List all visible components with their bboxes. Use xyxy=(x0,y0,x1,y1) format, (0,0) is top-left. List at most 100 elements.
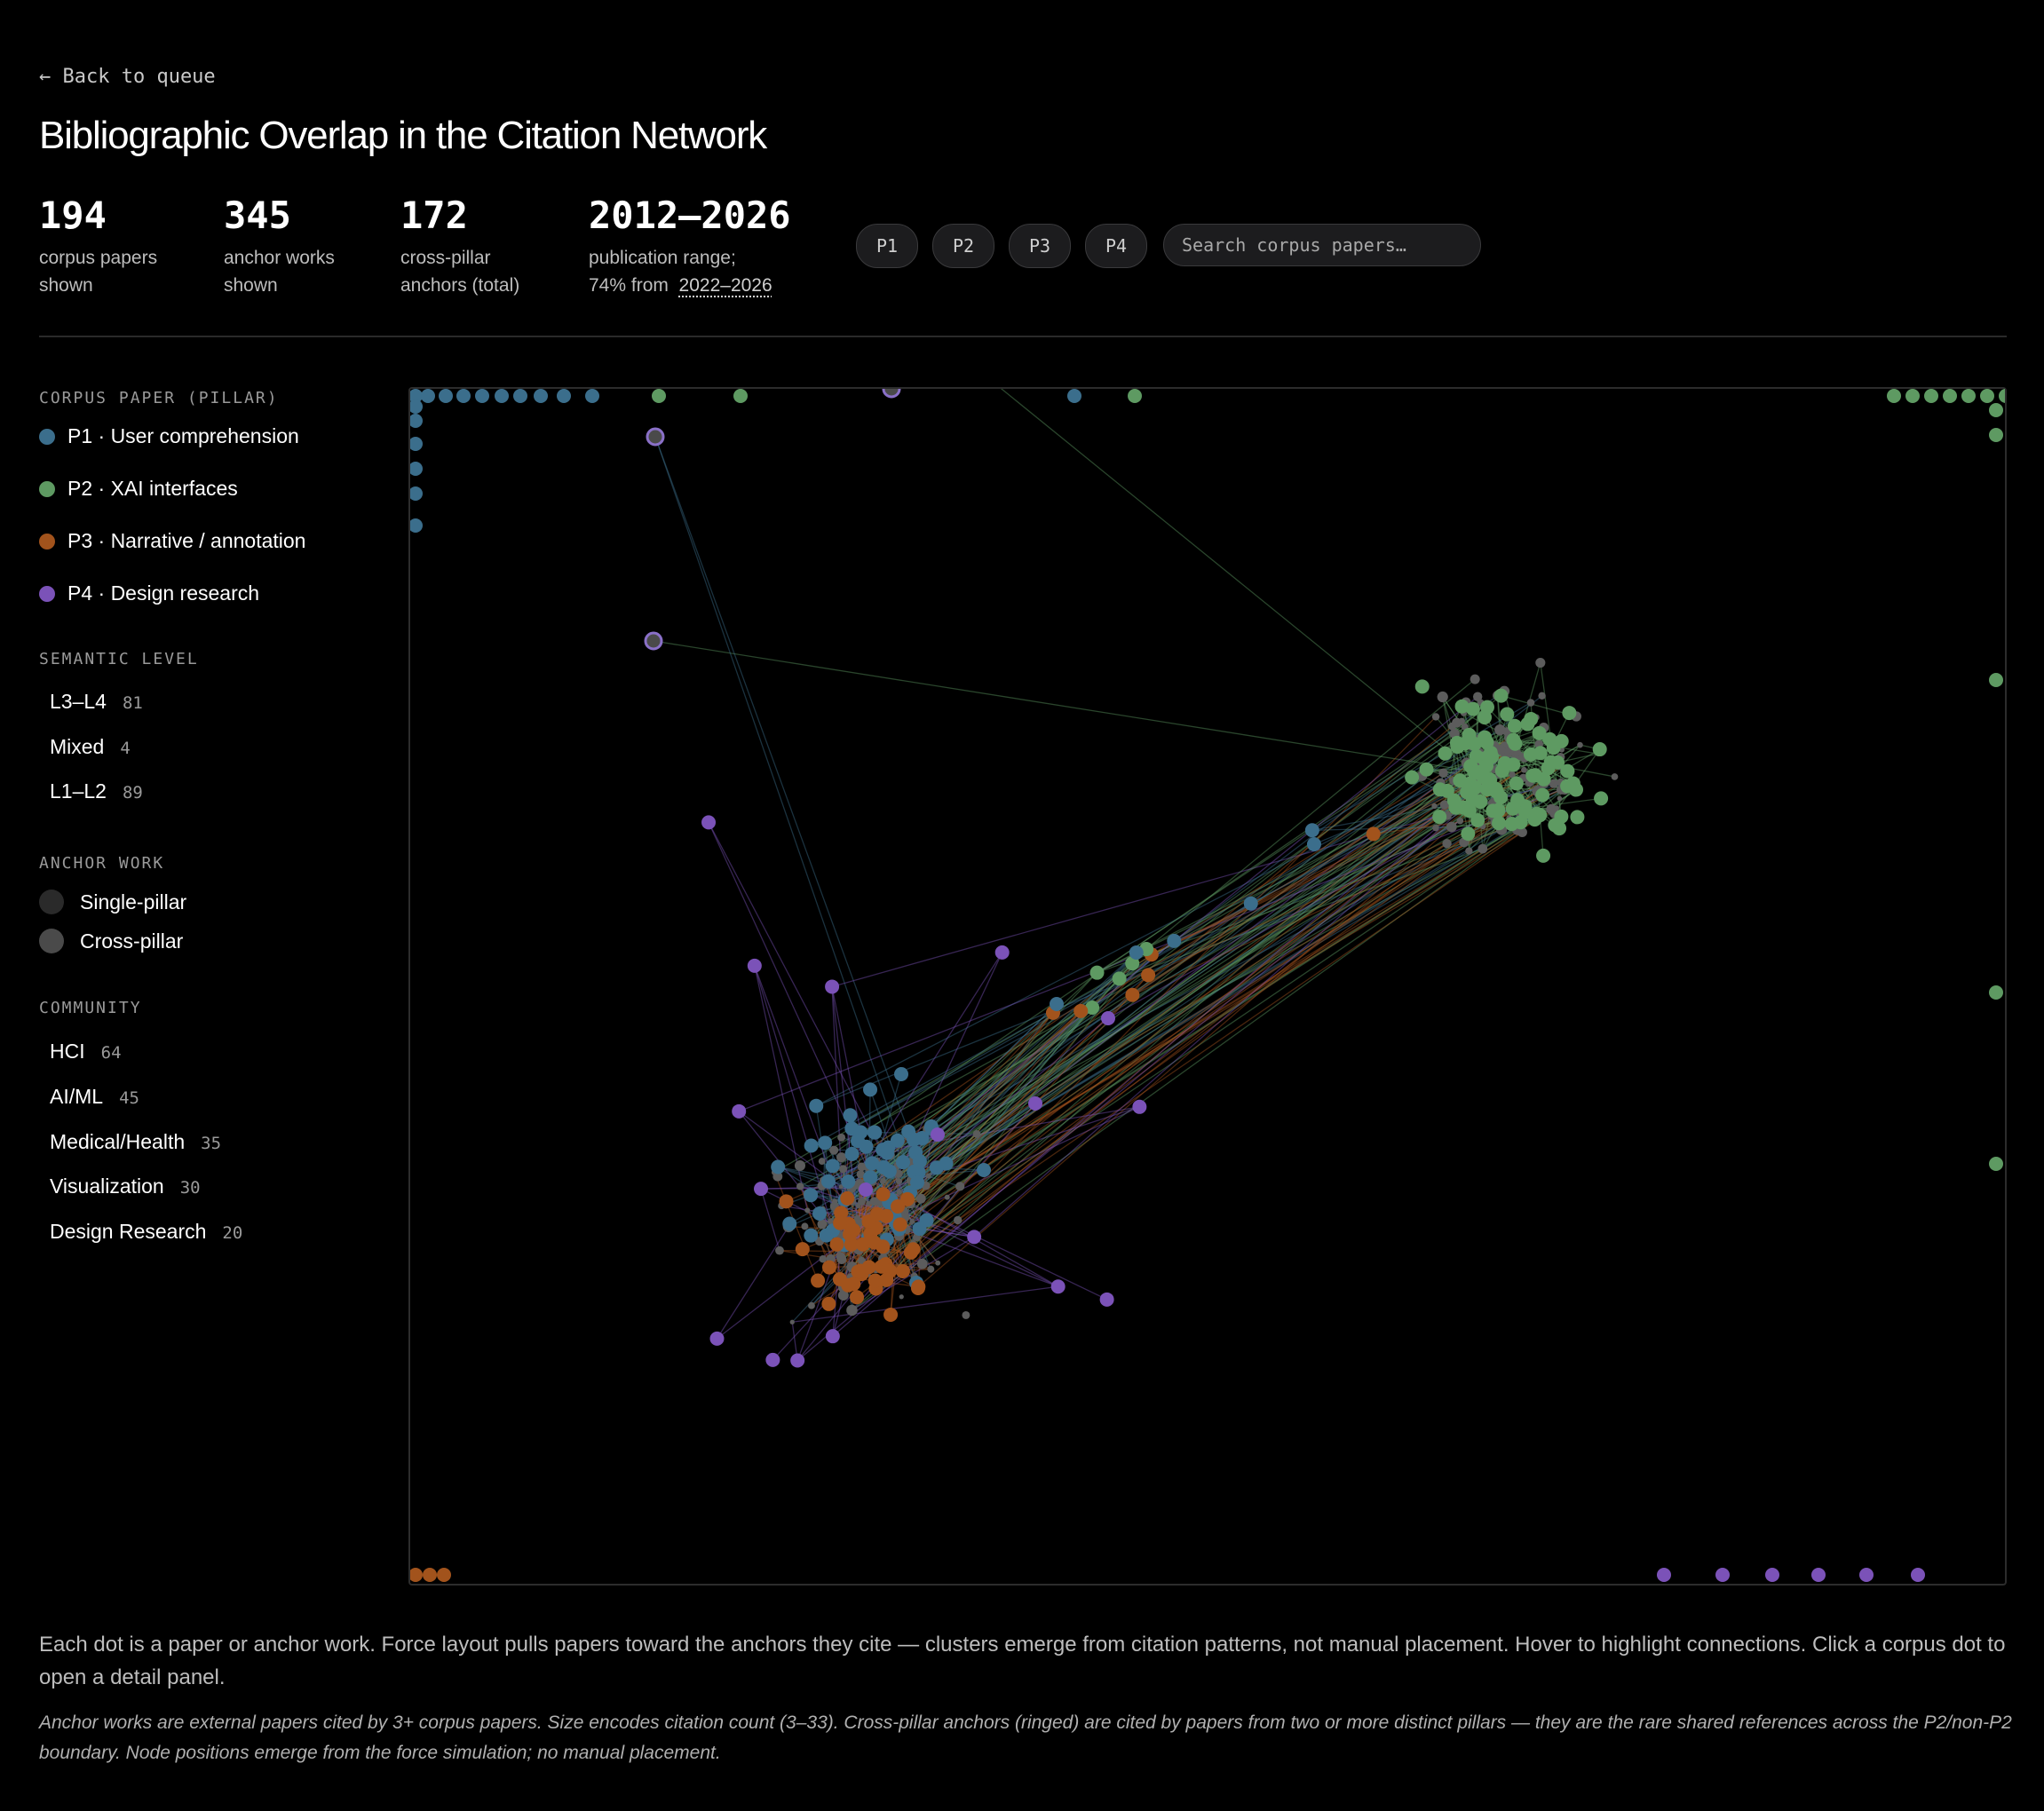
corpus-node-p2[interactable] xyxy=(1560,763,1575,779)
corpus-node-bridge[interactable] xyxy=(1141,968,1156,983)
corpus-node-p1[interactable] xyxy=(863,1082,878,1097)
corpus-node-p2[interactable] xyxy=(1592,742,1607,757)
corpus-node-p4[interactable] xyxy=(1050,1279,1066,1294)
corpus-node-p3[interactable] xyxy=(875,1187,891,1202)
corpus-node-p3[interactable] xyxy=(861,1260,876,1275)
corpus-node-bridge[interactable] xyxy=(1089,965,1105,980)
corpus-node-tail[interactable] xyxy=(931,1127,945,1142)
corpus-node-tail[interactable] xyxy=(1101,1011,1115,1025)
corpus-node-p3[interactable] xyxy=(883,1307,899,1322)
community-item-visualization[interactable]: Visualization 30 xyxy=(50,1174,201,1198)
corpus-node-bridge[interactable] xyxy=(1306,836,1321,851)
corpus-node-p4[interactable] xyxy=(754,1182,769,1197)
corpus-node-p1[interactable] xyxy=(804,1188,819,1203)
corpus-node-bridge[interactable] xyxy=(1125,987,1140,1002)
legend-item-p3[interactable]: P3 · Narrative / annotation xyxy=(39,529,305,553)
corpus-node-p1[interactable] xyxy=(876,1159,891,1174)
corpus-node-p2[interactable] xyxy=(1476,770,1491,785)
corpus-node-p2[interactable] xyxy=(1414,679,1430,694)
corpus-node-bridge[interactable] xyxy=(1366,826,1381,842)
corpus-node-p4[interactable] xyxy=(1099,1292,1114,1307)
corpus-node-p3[interactable] xyxy=(833,1215,848,1230)
corpus-node-p1[interactable] xyxy=(895,1155,910,1170)
network-svg[interactable] xyxy=(410,389,2005,1584)
corpus-node-p2[interactable] xyxy=(1594,791,1609,806)
community-item-ai-ml[interactable]: AI/ML 45 xyxy=(50,1085,139,1108)
corpus-node-p2[interactable] xyxy=(1446,793,1462,808)
corpus-node-p2[interactable] xyxy=(1528,768,1543,783)
back-to-queue-link[interactable]: ← Back to queue xyxy=(39,66,216,88)
corpus-node-p1[interactable] xyxy=(880,1145,895,1160)
corpus-node-p1[interactable] xyxy=(851,1134,866,1149)
corpus-node-p1[interactable] xyxy=(843,1108,858,1123)
semantic-item-l3-l4[interactable]: L3–L4 81 xyxy=(50,690,143,713)
corpus-node-p2[interactable] xyxy=(1520,716,1535,732)
corpus-node-p2[interactable] xyxy=(1506,732,1521,747)
corpus-node-p2[interactable] xyxy=(1535,787,1550,803)
citation-network-graph[interactable] xyxy=(408,387,2007,1586)
corpus-node-p3[interactable] xyxy=(891,1199,906,1214)
corpus-node-bridge[interactable] xyxy=(1167,933,1182,948)
corpus-node-p2[interactable] xyxy=(1449,735,1464,750)
corpus-node-p4[interactable] xyxy=(709,1331,725,1346)
community-item-design-research[interactable]: Design Research 20 xyxy=(50,1220,243,1243)
corpus-node-bridge[interactable] xyxy=(1304,823,1319,838)
filter-p4-button[interactable]: P4 xyxy=(1085,224,1147,268)
corpus-node-p2[interactable] xyxy=(1518,804,1533,819)
corpus-node-p2[interactable] xyxy=(1504,817,1519,832)
corpus-node-p2[interactable] xyxy=(1489,785,1504,800)
corpus-node-p3[interactable] xyxy=(795,1242,810,1257)
corpus-node-p1[interactable] xyxy=(804,1138,819,1153)
corpus-node-p3[interactable] xyxy=(840,1190,855,1206)
corpus-node-p3[interactable] xyxy=(811,1273,826,1288)
community-item-medical-health[interactable]: Medical/Health 35 xyxy=(50,1130,222,1153)
corpus-node-p4[interactable] xyxy=(765,1352,780,1367)
corpus-node-bridge[interactable] xyxy=(1073,1003,1089,1018)
corpus-node-p2[interactable] xyxy=(1485,803,1501,819)
corpus-node-p2[interactable] xyxy=(1509,776,1524,791)
corpus-node-p2[interactable] xyxy=(1465,701,1480,716)
legend-item-p1[interactable]: P1 · User comprehension xyxy=(39,424,299,448)
corpus-node-p2[interactable] xyxy=(1500,707,1515,722)
corpus-node-p4[interactable] xyxy=(732,1103,747,1119)
corpus-node-p2[interactable] xyxy=(1570,810,1585,825)
corpus-node-p2[interactable] xyxy=(1492,816,1507,831)
corpus-node-p2[interactable] xyxy=(1562,706,1577,721)
corpus-node-p1[interactable] xyxy=(868,1125,883,1140)
corpus-node-p2[interactable] xyxy=(1432,782,1447,797)
corpus-node-p4[interactable] xyxy=(825,1329,840,1344)
corpus-node-p1[interactable] xyxy=(782,1216,797,1231)
corpus-node-p1[interactable] xyxy=(844,1146,860,1161)
corpus-node-p1[interactable] xyxy=(841,1174,856,1190)
corpus-node-p2[interactable] xyxy=(1432,810,1447,825)
corpus-node-p3[interactable] xyxy=(855,1237,870,1252)
corpus-node-tail[interactable] xyxy=(1028,1096,1042,1111)
corpus-node-p1[interactable] xyxy=(912,1222,927,1237)
corpus-node-p4[interactable] xyxy=(1132,1099,1147,1114)
corpus-node-p3[interactable] xyxy=(868,1273,883,1288)
corpus-node-p1[interactable] xyxy=(865,1156,880,1171)
corpus-node-p2[interactable] xyxy=(1462,803,1477,819)
corpus-node-p1[interactable] xyxy=(820,1174,836,1189)
corpus-node-p2[interactable] xyxy=(1438,746,1453,761)
corpus-node-p3[interactable] xyxy=(867,1235,882,1250)
corpus-node-p1[interactable] xyxy=(771,1159,786,1174)
corpus-node-p3[interactable] xyxy=(906,1242,921,1257)
corpus-node-p3[interactable] xyxy=(841,1277,856,1293)
corpus-node-bridge[interactable] xyxy=(1129,945,1144,961)
community-item-hci[interactable]: HCI 64 xyxy=(50,1040,122,1063)
corpus-node-p3[interactable] xyxy=(829,1237,844,1252)
filter-p2-button[interactable]: P2 xyxy=(932,224,994,268)
corpus-node-p3[interactable] xyxy=(892,1217,907,1232)
corpus-node-p3[interactable] xyxy=(911,1279,926,1294)
legend-item-p4[interactable]: P4 · Design research xyxy=(39,581,259,605)
filter-p3-button[interactable]: P3 xyxy=(1009,224,1071,268)
semantic-item-l1-l2[interactable]: L1–L2 89 xyxy=(50,779,143,803)
corpus-node-p2[interactable] xyxy=(1493,688,1509,703)
corpus-node-p3[interactable] xyxy=(895,1263,910,1278)
corpus-node-p2[interactable] xyxy=(1479,700,1494,715)
corpus-node-p4[interactable] xyxy=(790,1353,805,1368)
corpus-node-p1[interactable] xyxy=(825,1159,840,1174)
corpus-node-tail[interactable] xyxy=(894,1067,908,1081)
corpus-node-p3[interactable] xyxy=(900,1191,915,1206)
